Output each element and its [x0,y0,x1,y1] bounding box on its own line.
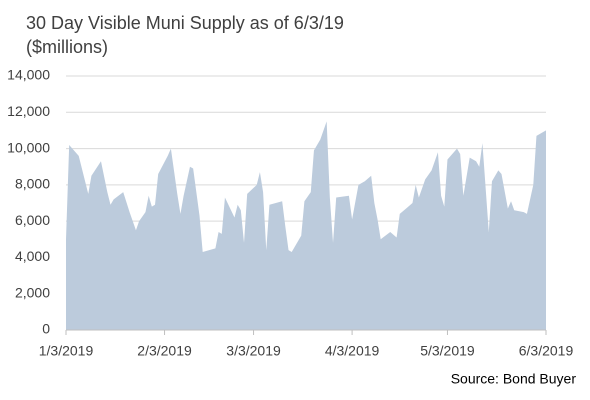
area [66,121,546,330]
y-tick-label: 14,000 [7,67,50,83]
x-tick-label: 3/3/2019 [226,343,281,359]
x-tick-label: 2/3/2019 [137,343,192,359]
y-tick-label: 2,000 [15,284,50,300]
source-note: Source: Bond Buyer [451,371,577,387]
y-tick-label: 4,000 [15,248,50,264]
x-tick-label: 6/3/2019 [519,343,574,359]
y-tick-label: 6,000 [15,212,50,228]
y-tick-label: 0 [42,321,50,337]
y-tick-label: 8,000 [15,176,50,192]
x-tick-label: 5/3/2019 [420,343,475,359]
chart-subtitle: ($millions) [26,37,108,57]
y-tick-label: 12,000 [7,103,50,119]
x-tick-label: 1/3/2019 [39,343,94,359]
x-tick-label: 4/3/2019 [325,343,380,359]
chart-title: 30 Day Visible Muni Supply as of 6/3/19 [26,13,344,33]
y-tick-label: 10,000 [7,139,50,155]
